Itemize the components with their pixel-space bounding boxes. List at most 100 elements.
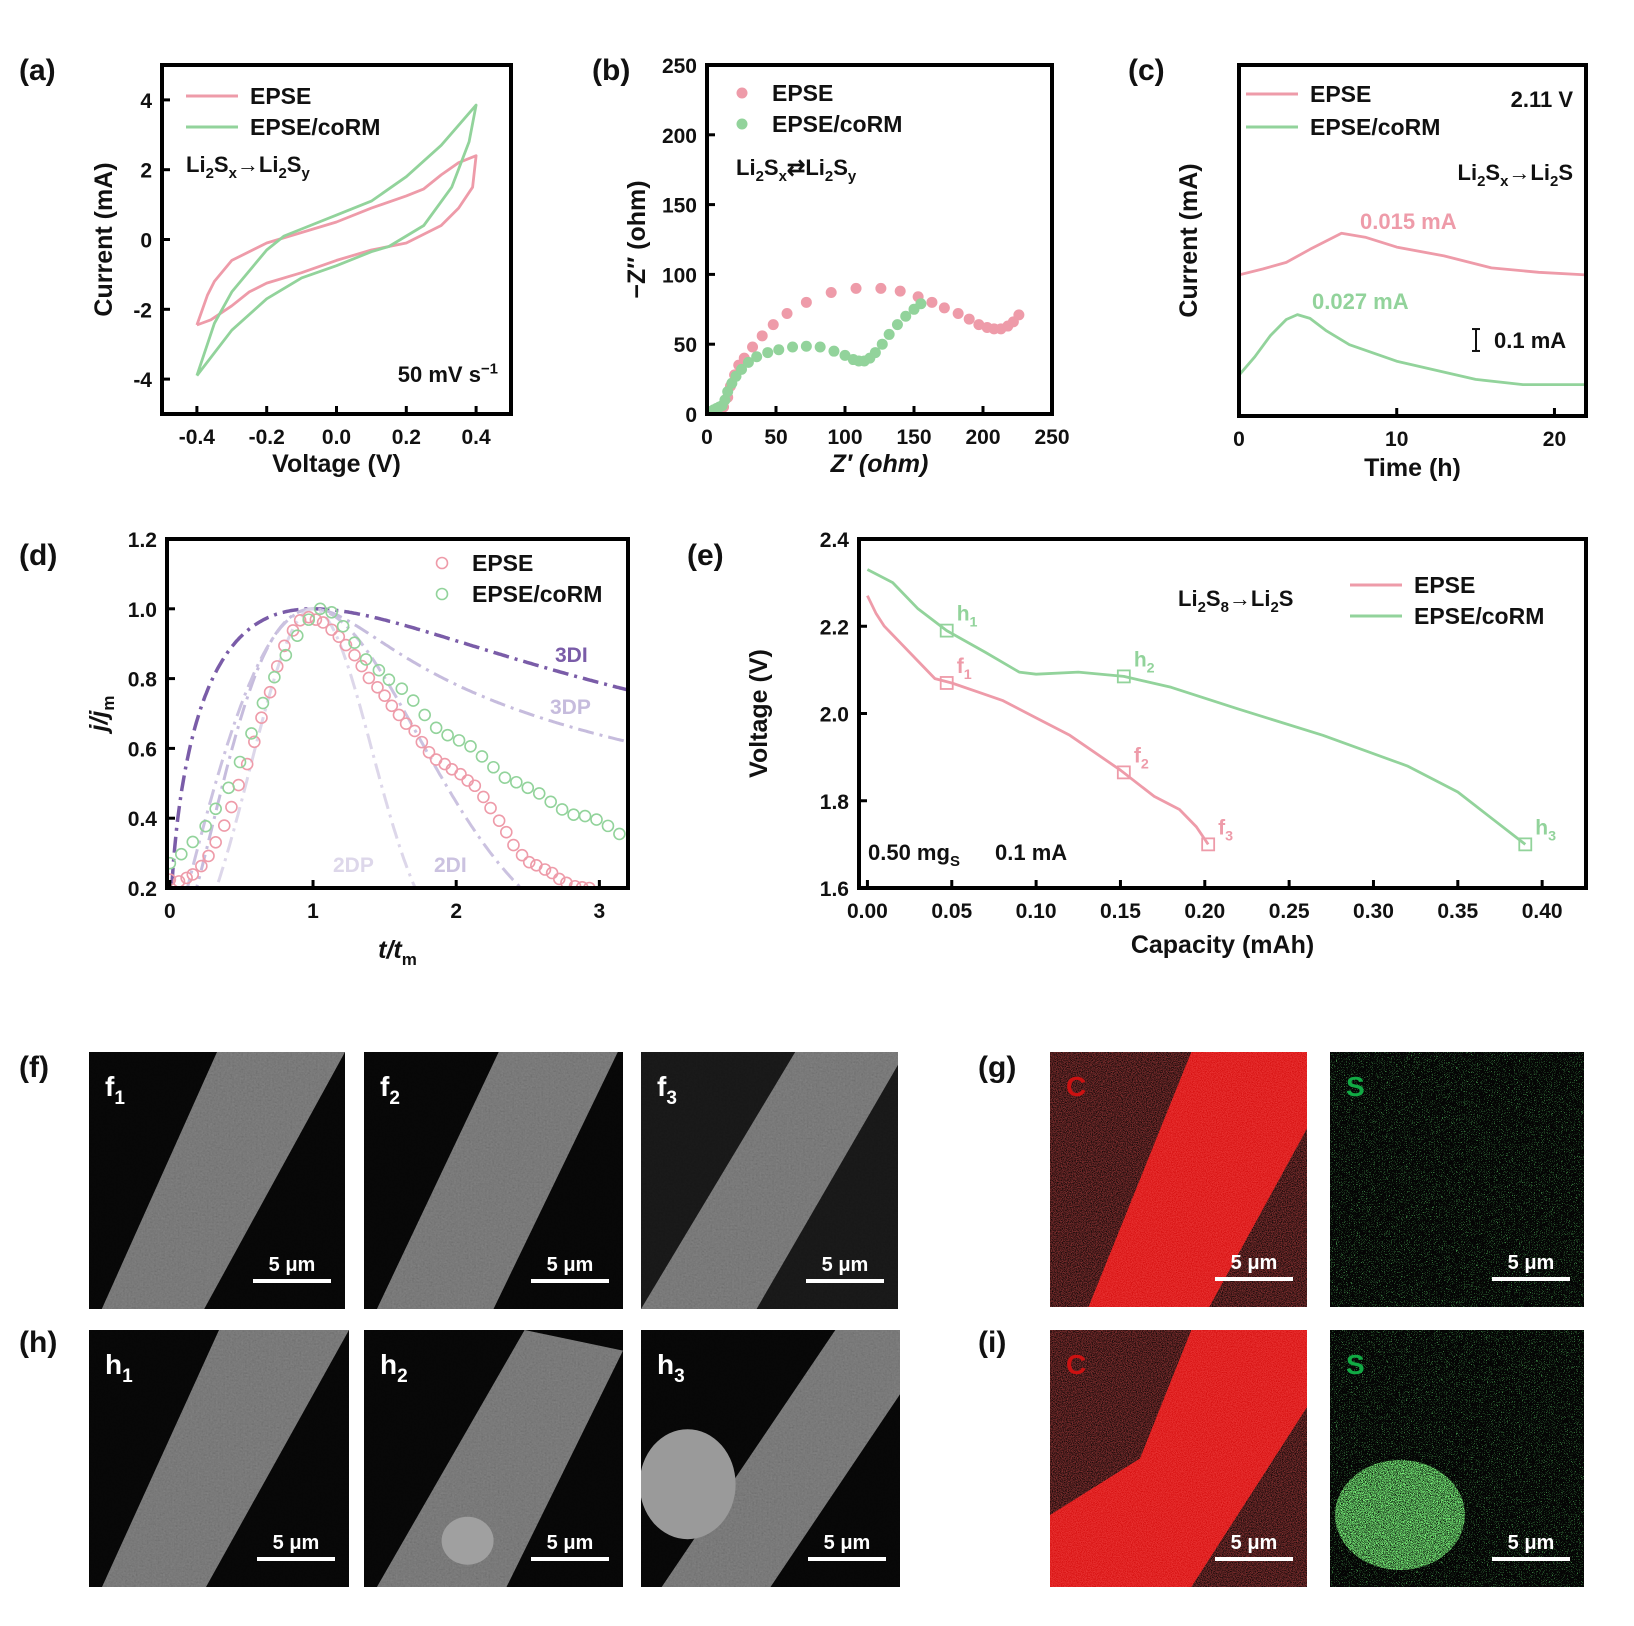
deposit-cluster (641, 1429, 736, 1540)
x-axis-label: Capacity (mAh) (1131, 931, 1314, 959)
annotation: 50 mV s−1 (398, 361, 498, 387)
data-point (186, 835, 200, 849)
legend-label: EPSE/coRM (772, 111, 902, 137)
scale-bar-label: 5 μm (273, 1532, 320, 1554)
data-point (800, 340, 812, 352)
y-axis-label: Voltage (V) (745, 649, 773, 778)
legend-label: EPSE (472, 550, 533, 576)
y-tick-label: 0 (140, 230, 152, 253)
data-point (378, 689, 391, 703)
legend-swatch (736, 118, 748, 130)
annotation: Li2S8→Li2S (1178, 586, 1293, 616)
data-point (492, 814, 506, 827)
image-label: f3 (657, 1071, 677, 1109)
data-point (256, 696, 270, 710)
x-tick-label: 0 (701, 426, 713, 449)
data-point (336, 619, 350, 633)
x-tick-label: 2 (450, 900, 462, 923)
panel-label-a: (a) (19, 54, 56, 87)
legend-swatch (435, 587, 449, 601)
marker-label: h2 (1134, 648, 1155, 676)
scale-bar-label: 5 μm (1508, 1532, 1555, 1554)
x-axis-label: Voltage (V) (272, 450, 401, 478)
annotation: Li2Sx⇄Li2Sy (736, 155, 857, 185)
data-point (1013, 309, 1025, 321)
x-tick-label: 0 (164, 900, 176, 923)
sem-image (641, 1330, 900, 1587)
data-point (900, 310, 912, 322)
model-curve-3di (170, 607, 628, 888)
sem-image (364, 1052, 623, 1309)
x-tick-label: 50 (764, 426, 787, 449)
data-point (781, 307, 793, 319)
data-point (825, 287, 837, 299)
x-tick-label: 0.35 (1437, 900, 1478, 923)
legend-label: EPSE/coRM (250, 114, 380, 140)
data-point (876, 338, 888, 350)
data-point (372, 663, 386, 677)
y-tick-label: 1.8 (820, 791, 850, 814)
data-point (601, 819, 615, 833)
y-tick-label: 50 (674, 334, 697, 357)
data-point (325, 605, 338, 619)
data-point (362, 671, 376, 685)
marker-label: h3 (1535, 816, 1556, 844)
image-label: h1 (105, 1349, 133, 1387)
scale-bar-label: 5 μm (547, 1532, 594, 1554)
annotation: 0.1 mA (995, 840, 1067, 865)
chart-b (705, 63, 1054, 416)
data-point (359, 653, 373, 666)
marker-point (1518, 837, 1533, 852)
data-point (583, 881, 596, 888)
marker-point (1201, 837, 1216, 852)
data-point (736, 363, 747, 375)
marker-point (939, 676, 954, 690)
x-tick-label: 200 (965, 426, 1000, 449)
legend-label: EPSE (250, 83, 311, 109)
y-tick-label: 1.2 (128, 529, 157, 552)
data-point (293, 614, 307, 627)
x-tick-label: 3 (594, 900, 606, 923)
model-label-2di: 2DI (434, 854, 467, 877)
data-point (325, 623, 338, 637)
x-axis-label: Z′ (ohm) (830, 450, 929, 478)
data-point (532, 787, 546, 800)
data-point (418, 708, 432, 722)
sem-image (89, 1330, 349, 1587)
data-point (722, 386, 734, 398)
annotation: 0.015 mA (1360, 209, 1457, 234)
plot-area (1239, 231, 1586, 386)
chart-e (857, 537, 1588, 890)
data-point (209, 802, 222, 816)
series-line-0 (866, 595, 1210, 846)
data-point (290, 629, 304, 642)
marker-point (1116, 765, 1131, 780)
sulfur-signal (1330, 1052, 1584, 1307)
data-point (195, 859, 208, 873)
data-point (415, 735, 429, 749)
sulfur-cluster (1335, 1460, 1465, 1570)
series-line-1 (866, 568, 1527, 846)
data-point (751, 351, 763, 363)
data-point (385, 699, 399, 713)
model-label-3di: 3DI (555, 644, 588, 667)
x-tick-label: 0.30 (1353, 900, 1394, 923)
y-tick-label: -4 (133, 369, 152, 392)
data-point (522, 855, 536, 869)
marker-label: f3 (1218, 816, 1233, 844)
data-point (175, 847, 188, 861)
scale-bar-label: 5 μm (1231, 1532, 1278, 1554)
data-point (938, 302, 950, 314)
annotation: Li2Sx→Li2Sy (186, 152, 310, 182)
x-tick-label: 0.2 (392, 426, 421, 449)
deposit-cluster (441, 1516, 494, 1565)
data-point (773, 344, 785, 356)
sem-image (89, 1052, 345, 1309)
scale-bar-label: 5 μm (1508, 1252, 1555, 1274)
y-tick-label: 100 (662, 264, 697, 287)
scale-bar-label: 5 μm (547, 1254, 594, 1276)
data-point (850, 282, 862, 294)
data-point (279, 648, 293, 662)
data-point (452, 734, 466, 747)
